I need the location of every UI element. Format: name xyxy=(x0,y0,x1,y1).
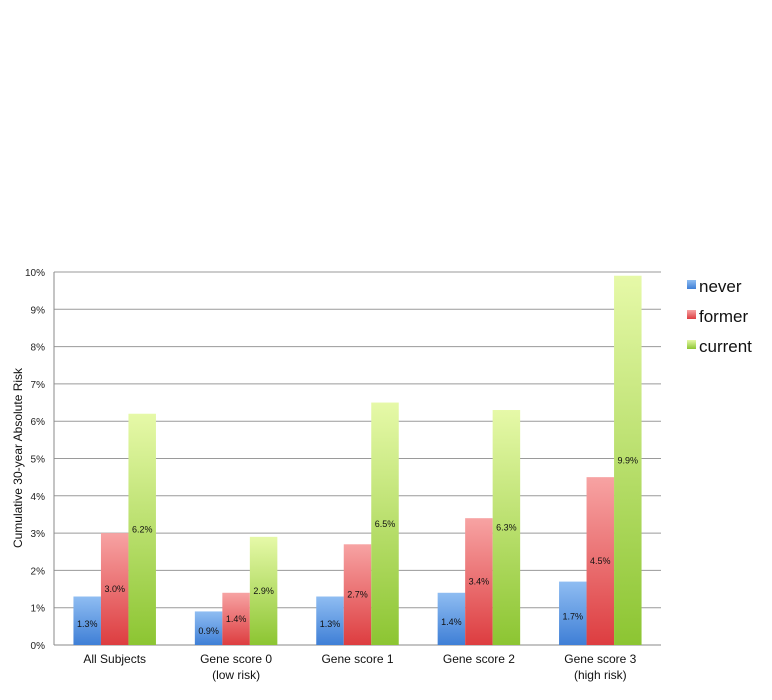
legend-label-current: current xyxy=(699,337,752,356)
bar-never-2 xyxy=(316,596,344,645)
bar-never-4 xyxy=(559,581,587,645)
bars xyxy=(73,275,642,645)
data-label-never-1: 0.9% xyxy=(198,626,219,636)
bar-never-1 xyxy=(194,611,223,645)
legend-swatch-current xyxy=(687,340,696,349)
bar-former-3 xyxy=(465,518,493,645)
bar-current-4 xyxy=(614,275,642,645)
y-tick-label: 5% xyxy=(31,455,46,466)
y-tick-label: 1% xyxy=(31,604,46,615)
x-tick-label: (low risk) xyxy=(212,668,260,682)
y-tick-label: 6% xyxy=(31,417,46,428)
x-tick-label: Gene score 1 xyxy=(321,652,393,666)
bar-current-2 xyxy=(371,402,399,645)
data-label-former-3: 3.4% xyxy=(469,577,490,587)
x-tick-label: Gene score 3 xyxy=(564,652,636,666)
x-tick-label: Gene score 0 xyxy=(200,652,272,666)
y-tick-label: 3% xyxy=(31,529,46,540)
data-label-never-0: 1.3% xyxy=(77,619,98,629)
bar-former-2 xyxy=(343,544,372,645)
data-label-former-0: 3.0% xyxy=(104,584,125,594)
data-label-current-1: 2.9% xyxy=(253,586,274,596)
bar-current-1 xyxy=(249,536,278,645)
data-label-former-2: 2.7% xyxy=(347,590,368,600)
y-tick-label: 0% xyxy=(31,641,46,652)
data-label-never-2: 1.3% xyxy=(320,619,341,629)
x-tick-label: (high risk) xyxy=(574,668,627,682)
bar-never-0 xyxy=(73,596,101,645)
legend-label-never: never xyxy=(699,277,742,296)
data-label-never-3: 1.4% xyxy=(441,617,462,627)
data-label-current-3: 6.3% xyxy=(496,523,517,533)
y-tick-label: 4% xyxy=(31,492,46,503)
legend-label-former: former xyxy=(699,307,748,326)
y-axis-label: Cumulative 30-year Absolute Risk xyxy=(11,367,25,548)
bar-current-0 xyxy=(128,413,156,645)
data-label-former-4: 4.5% xyxy=(590,556,611,566)
bar-former-0 xyxy=(100,533,129,645)
y-tick-label: 10% xyxy=(25,268,45,279)
y-tick-label: 2% xyxy=(31,566,46,577)
bar-never-3 xyxy=(437,592,466,645)
y-tick-label: 9% xyxy=(31,305,46,316)
data-labels: 1.3% 0.9% 1.3% 1.4% 1.7% 3.0% 1.4% 2.7% 3.4% 4.5%… xyxy=(77,455,638,636)
data-label-current-2: 6.5% xyxy=(375,519,396,529)
data-label-never-4: 1.7% xyxy=(563,611,584,621)
data-label-current-4: 9.9% xyxy=(618,455,639,465)
y-tick-label: 8% xyxy=(31,343,46,354)
data-label-current-0: 6.2% xyxy=(132,524,153,534)
legend-swatch-never xyxy=(687,280,696,289)
bar-current-3 xyxy=(492,410,521,645)
data-label-former-1: 1.4% xyxy=(226,614,247,624)
x-tick-label: Gene score 2 xyxy=(443,652,515,666)
y-tick-label: 7% xyxy=(31,380,46,391)
x-tick-label: All Subjects xyxy=(83,652,146,666)
bar-former-1 xyxy=(222,592,250,645)
legend-swatch-former xyxy=(687,310,696,319)
legend: never former current xyxy=(687,277,752,356)
bar-former-4 xyxy=(586,477,615,645)
category-labels: All Subjects Gene score 0 (low risk) Gene s… xyxy=(83,652,636,682)
